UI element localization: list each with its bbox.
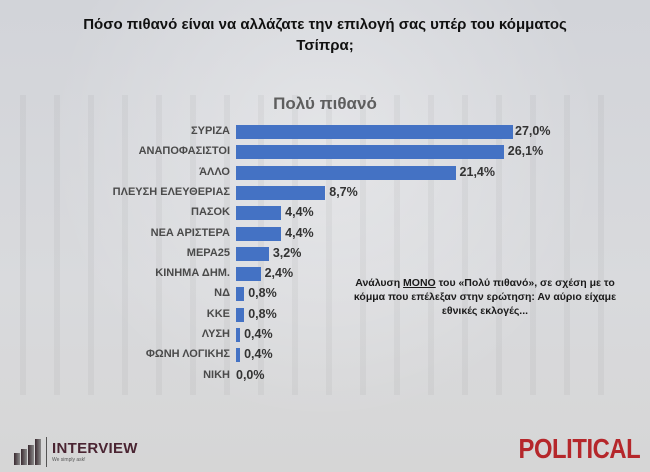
bar (236, 307, 245, 322)
category-label: ΜΕΡΑ25 (186, 246, 230, 259)
title-line-2: Τσίπρα; (296, 37, 354, 54)
category-label: ΝΕΑ ΑΡΙΣΤΕΡΑ (150, 226, 230, 239)
chart-row: ΝΙΚΗ 0,0% (0, 366, 650, 386)
value-label: 0,4% (244, 347, 273, 362)
analysis-note: Ανάλυση ΜΟΝΟ του «Πολύ πιθανό», σε σχέση… (340, 276, 630, 318)
chart-row: ΝΕΑ ΑΡΙΣΤΕΡΑ 4,4% (0, 224, 650, 244)
category-label: ΑΝΑΠΟΦΑΣΙΣΤΟΙ (138, 145, 230, 158)
value-label: 4,4% (285, 205, 314, 220)
chart-row: ΆΛΛΟ 21,4% (0, 163, 650, 183)
value-label: 21,4% (459, 164, 495, 179)
interview-logo-name: INTERVIEW (52, 440, 138, 457)
chart-row: ΚΚΕ 0,8% (0, 305, 650, 325)
interview-logo-icon (14, 439, 41, 465)
category-label: ΝΙΚΗ (203, 368, 230, 381)
note-emphasis: ΜΟΝΟ (403, 277, 436, 289)
bar (236, 206, 282, 221)
chart-row: ΑΝΑΠΟΦΑΣΙΣΤΟΙ 26,1% (0, 142, 650, 162)
category-label: ΛΥΣΗ (201, 328, 230, 340)
value-label: 4,4% (285, 225, 314, 240)
bar (236, 267, 261, 282)
value-label: 0,0% (236, 367, 265, 382)
bar (236, 348, 241, 363)
value-label: 27,0% (515, 124, 551, 138)
category-label: ΣΥΡΙΖΑ (191, 125, 230, 137)
background-building (20, 95, 630, 395)
bar (236, 328, 241, 342)
bar-chart: ΣΥΡΙΖΑ 27,0% ΑΝΑΠΟΦΑΣΙΣΤΟΙ 26,1% ΆΛΛΟ 21,4% ΠΛ… (0, 122, 650, 392)
category-label: ΝΔ (214, 287, 230, 300)
chart-subtitle: Πολύ πιθανό (273, 94, 377, 113)
value-label: 26,1% (507, 144, 544, 159)
category-label: ΚΙΝΗΜΑ ΔΗΜ. (155, 267, 230, 280)
bar (236, 125, 513, 139)
interview-logo: INTERVIEW We simply ask! (14, 436, 138, 468)
category-label: ΠΑΣΟΚ (191, 206, 230, 219)
bar (236, 246, 269, 261)
chart-row: ΛΥΣΗ 0,4% (0, 325, 650, 345)
value-label: 2,4% (264, 266, 294, 281)
note-prefix: Ανάλυση (355, 277, 404, 289)
category-label: ΠΛΕΥΣΗ ΕΛΕΥΘΕΡΙΑΣ (112, 185, 230, 198)
title-line-1: Πόσο πιθανό είναι να αλλάζατε την επιλογ… (83, 16, 567, 33)
chart-row: ΠΑΣΟΚ 4,4% (0, 203, 650, 223)
category-label: ΦΩΝΗ ΛΟΓΙΚΗΣ (145, 348, 230, 361)
chart-row: ΚΙΝΗΜΑ ΔΗΜ. 2,4% (0, 264, 650, 284)
bar (236, 226, 282, 241)
bar (236, 165, 456, 180)
value-label: 8,7% (329, 184, 358, 199)
value-label: 0,4% (244, 327, 273, 341)
logo-divider (46, 437, 47, 467)
value-label: 0,8% (248, 286, 277, 301)
chart-row: ΠΛΕΥΣΗ ΕΛΕΥΘΕΡΙΑΣ 8,7% (0, 183, 650, 203)
interview-logo-tagline: We simply ask! (52, 457, 86, 463)
political-logo: POLITICAL (518, 433, 640, 464)
chart-row: ΜΕΡΑ25 3,2% (0, 244, 650, 264)
bar (236, 185, 326, 200)
chart-row: ΣΥΡΙΖΑ 27,0% (0, 122, 650, 142)
value-label: 0,8% (248, 306, 277, 321)
note-suffix: του «Πολύ πιθανό», σε σχέση με το κόμμα … (353, 277, 617, 317)
chart-row: ΝΔ 0,8% (0, 284, 650, 304)
chart-row: ΦΩΝΗ ΛΟΓΙΚΗΣ 0,4% (0, 345, 650, 365)
value-label: 3,2% (272, 245, 302, 260)
category-label: ΆΛΛΟ (199, 165, 230, 178)
category-label: ΚΚΕ (206, 307, 230, 320)
bar (236, 287, 245, 302)
bar (236, 145, 504, 160)
chart-title: Πόσο πιθανό είναι να αλλάζατε την επιλογ… (0, 14, 650, 56)
